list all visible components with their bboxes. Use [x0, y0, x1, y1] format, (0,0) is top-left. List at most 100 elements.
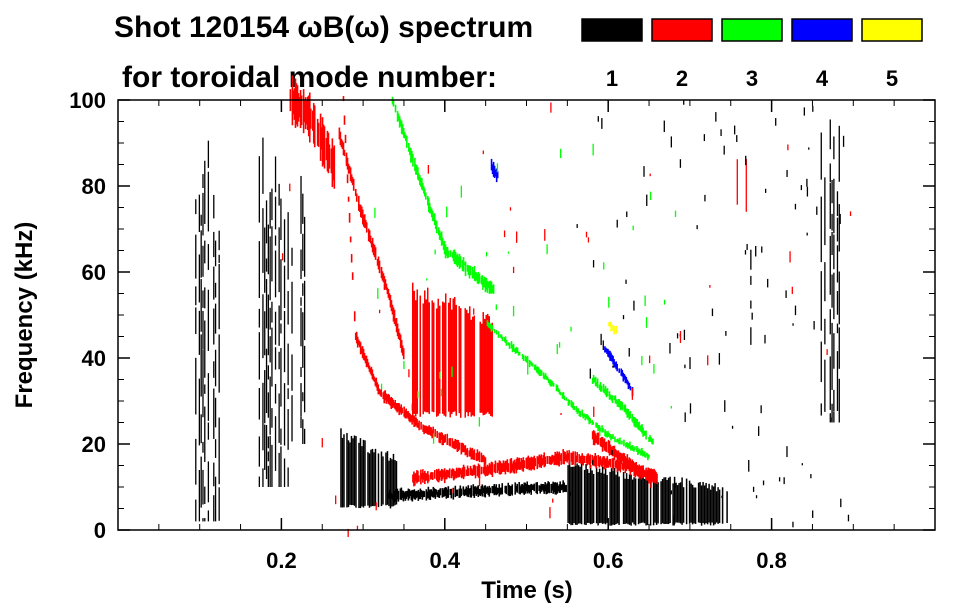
spectrum-mark [533, 455, 536, 471]
spectrum-mark [283, 383, 286, 446]
spectrum-mark [614, 395, 617, 404]
spectrum-mark [400, 487, 403, 501]
spectrum-mark [643, 478, 646, 524]
spectrum-mark [594, 433, 597, 443]
spectrum-mark [374, 247, 377, 260]
mode-1-track [387, 480, 567, 503]
spectrum-mark [417, 422, 419, 428]
spectrum-mark [557, 453, 559, 466]
spectrum-mark [615, 325, 617, 334]
spectrum-mark [838, 327, 840, 369]
spectrum-mark [638, 464, 640, 478]
spectrum-mark [609, 458, 612, 468]
spectrum-mark [467, 485, 470, 498]
spectrum-mark [681, 477, 683, 525]
spectrum-mark [548, 456, 551, 464]
spectrum-mark [340, 138, 343, 148]
spectrum-mark [616, 439, 618, 443]
spectrum-mark [319, 113, 322, 161]
spectrum-mark [638, 449, 640, 454]
spectrum-mark [267, 365, 269, 380]
spectrum-mark [421, 491, 424, 500]
spectrum-mark [466, 488, 469, 497]
spectrum-mark [501, 336, 504, 342]
spectrum-mark [592, 260, 595, 268]
spectrum-mark [669, 476, 671, 524]
spectrum-mark [496, 487, 499, 495]
spectrum-mark [595, 467, 598, 524]
spectrum-mark [539, 455, 542, 467]
spectrum-mark [490, 324, 493, 332]
spectrum-mark [440, 231, 443, 246]
spectrum-mark [611, 395, 614, 404]
spectrum-mark [218, 263, 220, 330]
spectrum-mark [278, 452, 280, 487]
spectrum-mark [669, 342, 671, 354]
spectrum-mark [509, 207, 512, 211]
spectrum-mark [508, 342, 511, 349]
spectrum-mark [643, 469, 645, 478]
spectrum-mark [465, 449, 468, 455]
spectrum-mark [588, 416, 590, 425]
spectrum-mark [604, 346, 606, 353]
spectrum-mark [560, 413, 562, 416]
spectrum-mark [262, 294, 264, 359]
spectrum-mark [502, 460, 505, 472]
spectrum-mark [265, 348, 268, 413]
spectrum-mark [300, 416, 302, 429]
spectrum-mark [452, 250, 455, 262]
spectrum-mark [629, 458, 632, 472]
spectrum-mark [287, 467, 289, 487]
spectrum-mark [386, 394, 389, 402]
spectrum-mark [395, 402, 397, 411]
spectrum-mark [824, 359, 826, 412]
spectrum-mark [733, 125, 736, 135]
spectrum-mark [478, 478, 481, 487]
spectrum-mark [660, 481, 662, 525]
spectrum-mark [697, 482, 700, 523]
spectrum-mark [456, 469, 459, 477]
spectrum-mark [618, 439, 620, 445]
spectrum-mark [428, 425, 430, 435]
spectrum-mark [454, 485, 457, 498]
spectrum-mark [512, 343, 515, 351]
spectrum-mark [598, 457, 601, 468]
spectrum-mark [565, 484, 567, 493]
spectrum-mark [648, 436, 650, 442]
spectrum-mark [601, 425, 603, 433]
spectrum-mark [607, 439, 610, 454]
spectrum-mark [683, 329, 686, 341]
spectrum-mark [453, 249, 456, 264]
spectrum-mark [377, 288, 379, 299]
spectrum-mark [432, 426, 434, 438]
spectrum-mark [433, 488, 436, 498]
spectrum-mark [838, 125, 840, 182]
spectrum-mark [613, 359, 615, 368]
spectrum-mark [491, 285, 494, 294]
spectrum-mark [267, 436, 269, 449]
spectrum-mark [485, 278, 488, 291]
spectrum-mark [444, 293, 447, 417]
spectrum-mark [303, 428, 306, 444]
spectrum-mark [833, 178, 835, 234]
spectrum-mark [406, 411, 408, 418]
spectrum-mark [271, 444, 273, 487]
spectrum-mark [536, 366, 539, 374]
spectrum-mark [442, 241, 445, 250]
spectrum-mark [412, 474, 414, 483]
spectrum-mark [530, 483, 533, 495]
spectrum-mark [637, 447, 639, 455]
spectrum-mark [670, 405, 672, 409]
spectrum-mark [431, 300, 433, 412]
spectrum-mark [419, 488, 422, 500]
spectrum-mark [431, 472, 434, 480]
spectrum-mark [448, 438, 451, 446]
spectrum-mark [528, 359, 531, 368]
spectrum-mark [446, 206, 448, 218]
spectrum-mark [640, 475, 643, 523]
spectrum-mark [613, 468, 616, 525]
spectrum-mark [839, 213, 841, 224]
spectrum-mark [198, 470, 201, 522]
spectrum-mark [381, 271, 384, 281]
spectrum-mark [794, 305, 797, 316]
